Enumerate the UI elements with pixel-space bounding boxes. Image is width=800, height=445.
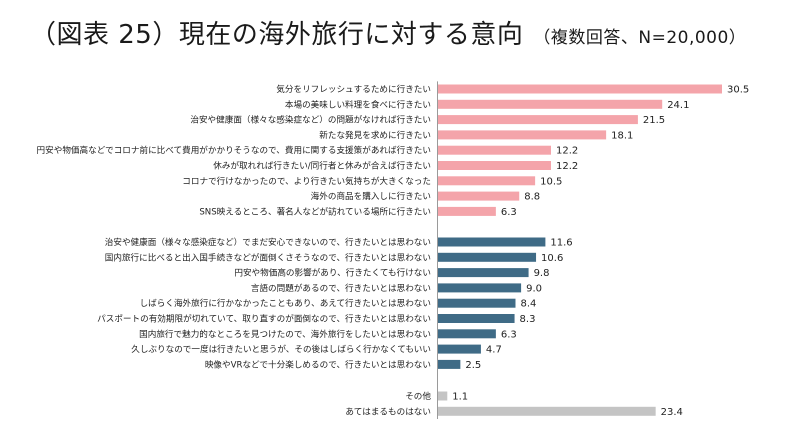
- data-label: 11.6: [550, 238, 572, 249]
- data-label: 8.8: [524, 192, 540, 203]
- bar: [437, 130, 607, 140]
- data-label: 1.1: [452, 392, 468, 403]
- bar: [437, 237, 546, 247]
- bar: [437, 344, 481, 354]
- data-label: 6.3: [501, 207, 517, 218]
- bar: [437, 359, 461, 369]
- category-label: 気分をリフレッシュするために行きたい: [276, 83, 431, 95]
- bar: [437, 191, 520, 201]
- bar: [437, 99, 663, 109]
- bar: [437, 314, 515, 323]
- data-label: 9.0: [526, 283, 542, 294]
- bar: [437, 115, 638, 125]
- category-label: 国内旅行に比べると出入国手続きなどが面倒くさそうなので、行きたいとは思わない: [105, 251, 431, 263]
- bar: [437, 283, 522, 293]
- bar: [437, 268, 529, 278]
- bar: [437, 391, 448, 401]
- category-label: 映像やVRなどで十分楽しめるので、行きたいとは思わない: [205, 358, 431, 370]
- data-label: 6.3: [501, 329, 517, 340]
- category-label: SNS映えるところ、著名人などが訪れている場所に行きたい: [199, 205, 431, 217]
- bar: [437, 329, 496, 339]
- bar: [437, 298, 516, 308]
- data-label: 10.6: [541, 253, 563, 264]
- category-label: 海外の商品を購入しに行きたい: [311, 190, 431, 202]
- data-label: 8.3: [520, 314, 536, 325]
- bar: [437, 176, 536, 186]
- data-label: 24.1: [667, 100, 689, 111]
- data-label: 2.5: [465, 360, 481, 371]
- data-label: 21.5: [643, 115, 665, 126]
- category-label: その他: [405, 390, 431, 402]
- data-label: 23.4: [661, 407, 683, 418]
- bar: [437, 145, 551, 155]
- category-label: 治安や健康面（様々な感染症など）の問題がなければ行きたい: [190, 114, 431, 126]
- data-label: 12.2: [556, 146, 578, 157]
- category-label: しばらく海外旅行に行かなかったこともあり、あえて行きたいとは思わない: [140, 297, 431, 309]
- category-label: 本場の美味しい料理を食べに行きたい: [285, 98, 431, 110]
- category-label: あてはまるものはない: [345, 406, 431, 417]
- title-subtitle: （複数回答、N=20,000）: [533, 28, 747, 48]
- bar: [437, 252, 537, 262]
- data-label: 10.5: [540, 176, 562, 187]
- category-label: 休みが取れれば行きたい/同行者と休みが合えば行きたい: [213, 160, 431, 172]
- category-label: 言語の問題があるので、行きたいとは思わない: [251, 282, 431, 294]
- data-label: 12.2: [556, 161, 578, 172]
- title-main: （図表 25）現在の海外旅行に対する意向: [30, 20, 524, 50]
- bar: [437, 161, 551, 170]
- category-label: 円安や物価高などでコロナ前に比べて費用がかかりそうなので、費用に関する支援策があ…: [37, 144, 431, 156]
- data-label: 4.7: [486, 345, 502, 356]
- category-label: パスポートの有効期限が切れていて、取り直すのが面倒なので、行きたいとは思わない: [97, 313, 431, 325]
- category-label: 新たな発見を求めに行きたい: [319, 129, 431, 141]
- category-label: 国内旅行で魅力的なところを見つけたので、海外旅行をしたいとは思わない: [139, 328, 431, 340]
- bar: [437, 206, 496, 216]
- data-label: 18.1: [611, 130, 633, 141]
- bar: [437, 406, 656, 416]
- category-label: 円安や物価高の影響があり、行きたくても行けない: [234, 267, 431, 279]
- category-label: 久しぶりなので一度は行きたいと思うが、その後はしばらく行かなくてもいい: [131, 343, 431, 355]
- data-label: 30.5: [727, 85, 749, 96]
- bar: [437, 84, 722, 94]
- data-label: 8.4: [520, 299, 536, 310]
- category-label: コロナで行けなかったので、より行きたい気持ちが大きくなった: [182, 175, 431, 187]
- data-label: 9.8: [534, 268, 550, 279]
- chart-title: （図表 25）現在の海外旅行に対する意向 （複数回答、N=20,000）: [30, 14, 746, 51]
- category-label: 治安や健康面（様々な感染症など）でまだ安心できないので、行きたいとは思わない: [105, 236, 431, 248]
